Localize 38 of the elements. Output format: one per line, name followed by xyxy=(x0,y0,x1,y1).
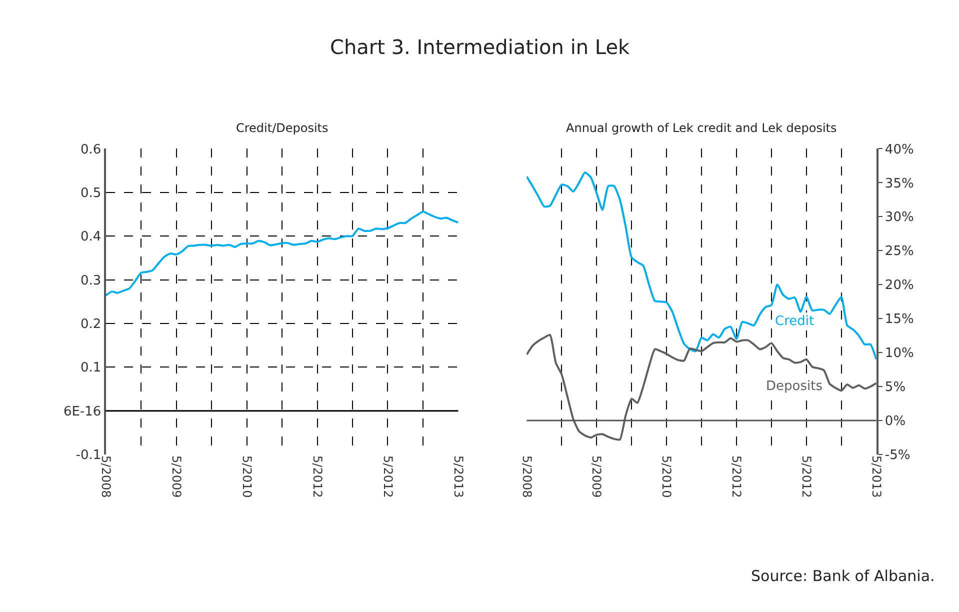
y-tick-label: -0.1 xyxy=(76,448,102,464)
y2-tick-label: 30% xyxy=(884,210,914,226)
source-note: Source: Bank of Albania. xyxy=(751,567,935,585)
x-tick-label: 5/2010 xyxy=(660,456,674,498)
y2-tick-label: 5% xyxy=(884,380,906,396)
x-tick-label: 5/2012 xyxy=(799,456,814,498)
y-tick-label: 6E-16 xyxy=(63,404,102,420)
line-series xyxy=(526,172,876,360)
y2-tick-label: 20% xyxy=(884,278,914,294)
y-tick-label: 0.3 xyxy=(80,273,102,288)
chart-subtitle: Credit/Deposits xyxy=(236,121,328,135)
series-label: Deposits xyxy=(766,379,823,394)
x-tick-label: 5/2012 xyxy=(730,456,744,498)
y-tick-label: 0.4 xyxy=(80,230,102,245)
series-label: Credit xyxy=(775,314,814,329)
x-tick-label: 5/2008 xyxy=(98,456,113,498)
chart-title: Annual growth of Lek credit and Lek deposits xyxy=(566,121,837,135)
y2-tick-label: 25% xyxy=(884,244,914,260)
x-tick-label: 5/2012 xyxy=(310,456,324,498)
chart-title: Chart 3. Intermediation in Lek xyxy=(330,35,630,59)
y-tick-label: 0.1 xyxy=(80,360,102,376)
x-tick-label: 5/2013 xyxy=(451,456,466,498)
x-tick-label: 5/2009 xyxy=(169,456,184,498)
y-tick-label: 0.6 xyxy=(80,142,102,158)
x-tick-label: 5/2013 xyxy=(869,456,884,498)
y2-tick-label: 40% xyxy=(884,142,914,158)
line-series xyxy=(106,210,458,296)
x-tick-label: 5/2009 xyxy=(590,456,604,498)
y-tick-label: 0.2 xyxy=(80,317,102,332)
x-tick-label: 5/2012 xyxy=(380,456,395,498)
y2-tick-label: 10% xyxy=(884,346,914,362)
y-tick-label: 0.5 xyxy=(80,186,102,201)
y2-tick-label: 35% xyxy=(884,176,914,192)
x-tick-label: 5/2008 xyxy=(520,456,534,498)
y2-tick-label: 15% xyxy=(884,312,914,328)
y2-tick-label: -5% xyxy=(884,448,910,464)
y2-tick-label: 0% xyxy=(884,414,906,430)
x-tick-label: 5/2010 xyxy=(240,456,254,498)
